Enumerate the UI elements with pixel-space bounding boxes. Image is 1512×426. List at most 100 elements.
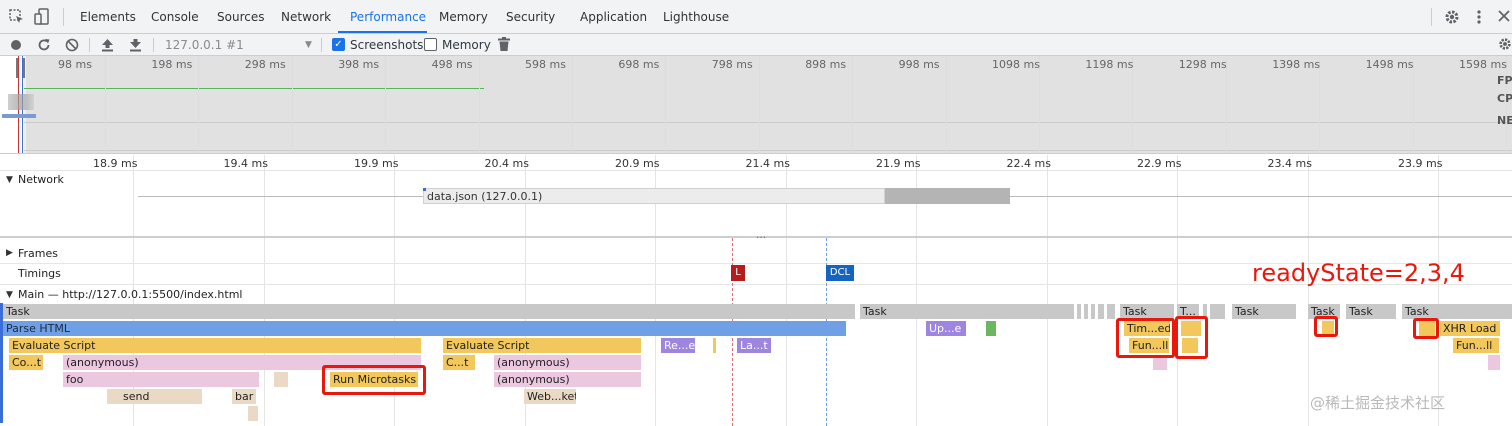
flame-compile-script[interactable]: C...t [443, 355, 475, 370]
tab-memory[interactable]: Memory [439, 10, 488, 24]
flame-function-call[interactable]: Fun...ll [1453, 338, 1499, 353]
flame-recalculate-style[interactable]: Re...e [661, 338, 695, 353]
frames-track-header[interactable]: Frames [18, 247, 59, 260]
flame-task[interactable]: Task [1120, 304, 1174, 319]
screenshots-label: Screenshots [350, 38, 424, 52]
overview-left-handle[interactable] [16, 58, 19, 78]
ruler-tick-label: 21.9 ms [876, 157, 921, 170]
flame-task[interactable]: Task [1232, 304, 1296, 319]
flame-task-sliver[interactable] [1084, 304, 1088, 319]
flame-task[interactable]: Task [1346, 304, 1396, 319]
tab-security[interactable]: Security [506, 10, 556, 24]
network-track-header[interactable]: Network [18, 173, 64, 186]
flame-send-label: send [123, 390, 150, 403]
flame-evaluate-script[interactable]: Evaluate Script [443, 338, 641, 353]
flame-timer-fired[interactable]: Tim...ed [1124, 321, 1170, 336]
ruler-grid-line [524, 155, 526, 426]
flame-event[interactable] [1419, 321, 1435, 336]
network-request-bar[interactable] [423, 188, 885, 204]
annotation-readystate-box [1175, 316, 1208, 359]
flame-task-sliver[interactable] [1203, 304, 1207, 319]
splitter-grip-icon[interactable]: … [756, 230, 766, 241]
flame-function-call[interactable]: Fun...ll [1129, 338, 1169, 353]
flame-bar[interactable]: bar [232, 389, 256, 404]
flame-web-socket[interactable]: Web...ket [524, 389, 576, 404]
load-profile-icon[interactable] [101, 38, 114, 55]
chevron-down-icon[interactable]: ▼ [305, 40, 312, 50]
flame-event[interactable] [1322, 321, 1334, 336]
overview-grid-line [385, 56, 387, 153]
ruler-tick-label: 19.4 ms [223, 157, 268, 170]
load-marker-badge[interactable]: L [731, 265, 745, 281]
profile-select[interactable]: 127.0.0.1 #1 [165, 38, 244, 52]
flame-update-layer-tree[interactable]: Up...e [926, 321, 966, 336]
save-profile-icon[interactable] [129, 38, 142, 55]
tab-console[interactable]: Console [151, 10, 199, 24]
close-devtools-icon[interactable] [1498, 10, 1510, 25]
flame-run-microtasks[interactable]: Run Microtasks [330, 372, 418, 387]
inspect-element-icon[interactable] [9, 9, 25, 28]
tab-lighthouse[interactable]: Lighthouse [663, 10, 730, 24]
flame-event[interactable] [1181, 321, 1201, 336]
flame-anonymous[interactable]: (anonymous) [494, 372, 641, 387]
flame-function-call[interactable] [1182, 338, 1198, 353]
memory-checkbox[interactable] [424, 38, 437, 51]
flame-task-sliver[interactable] [1091, 304, 1095, 319]
overview-tick-label: 1498 ms [1365, 58, 1414, 71]
timeline-overview[interactable]: 98 ms 198 ms 298 ms 398 ms 498 ms 598 ms 698 m… [0, 56, 1512, 154]
clear-icon[interactable] [65, 38, 79, 55]
flame-task-sliver[interactable] [1107, 304, 1115, 319]
tab-elements[interactable]: Elements [80, 10, 136, 24]
tab-application[interactable]: Application [580, 10, 648, 24]
screenshots-checkbox[interactable]: ✓ [332, 38, 345, 51]
more-options-icon[interactable] [1476, 9, 1482, 28]
collect-garbage-icon[interactable] [498, 37, 510, 55]
flame-task[interactable]: T... [1177, 304, 1199, 319]
flame-task[interactable]: Task [1402, 304, 1512, 319]
flame-anonymous[interactable]: (anonymous) [494, 355, 641, 370]
flame-task-sliver[interactable] [1098, 304, 1104, 319]
timings-track-header[interactable]: Timings [18, 267, 61, 280]
overview-right-handle[interactable] [22, 58, 25, 78]
device-toolbar-icon[interactable] [34, 8, 50, 29]
record-icon[interactable] [10, 39, 22, 54]
overview-tick-label: 1298 ms [1178, 58, 1227, 71]
flame-sliver[interactable] [713, 338, 716, 353]
tab-network[interactable]: Network [281, 10, 332, 24]
network-expand-triangle-icon[interactable]: ▼ [6, 175, 13, 185]
tab-performance[interactable]: Performance [350, 10, 427, 24]
overview-tick-label: 198 ms [151, 58, 193, 71]
ruler-separator [0, 170, 1512, 171]
main-track-header[interactable]: Main — http://127.0.0.1:5500/index.html [18, 288, 243, 301]
flame-compile-script[interactable]: Co...t [9, 355, 43, 370]
flame-xhr-load[interactable]: XHR Load [1440, 321, 1500, 336]
flame-task[interactable]: Task [3, 304, 855, 319]
flame-layout[interactable]: La...t [737, 338, 771, 353]
flame-task[interactable]: Task [1308, 304, 1340, 319]
ruler-grid-line [916, 155, 917, 426]
flame-sliver[interactable] [248, 406, 258, 421]
memory-label: Memory [442, 38, 491, 52]
flame-send[interactable]: send [107, 389, 202, 404]
tab-sources[interactable]: Sources [217, 10, 265, 24]
flame-task[interactable]: Task [860, 304, 1074, 319]
settings-gear-icon[interactable] [1444, 9, 1460, 28]
ruler-tick-label: 22.9 ms [1137, 157, 1182, 170]
capture-settings-gear-icon[interactable] [1498, 37, 1512, 54]
flame-foo[interactable]: foo [63, 372, 259, 387]
flame-parse-html[interactable]: Parse HTML [3, 321, 846, 336]
flame-sliver[interactable] [1488, 355, 1500, 370]
flame-task-sliver[interactable] [1077, 304, 1081, 319]
panel-splitter[interactable] [0, 236, 1512, 238]
flame-sliver[interactable] [1153, 355, 1167, 370]
main-expand-triangle-icon[interactable]: ▼ [6, 290, 13, 300]
flame-sliver[interactable] [274, 372, 288, 387]
ruler-grid-line [1046, 155, 1048, 426]
reload-record-icon[interactable] [37, 38, 51, 55]
flame-paint[interactable] [986, 321, 996, 336]
dcl-marker-badge[interactable]: DCL [826, 265, 854, 281]
overview-tick-label: 698 ms [618, 58, 660, 71]
flame-task-sliver[interactable] [1210, 304, 1225, 319]
flame-evaluate-script[interactable]: Evaluate Script [9, 338, 421, 353]
frames-expand-triangle-icon[interactable]: ▶ [6, 248, 13, 258]
